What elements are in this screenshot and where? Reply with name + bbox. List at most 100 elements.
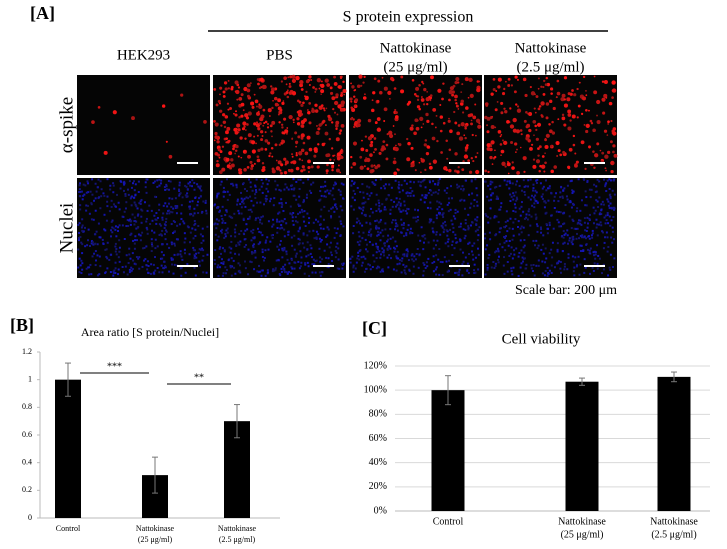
nucleus [489, 207, 492, 210]
nucleus [594, 191, 597, 194]
nucleus [129, 220, 132, 223]
nucleus [277, 212, 280, 215]
y-tick-label: 0.6 [22, 430, 32, 439]
cell-signal [335, 137, 340, 142]
cell-signal [551, 120, 554, 124]
nucleus [163, 223, 166, 226]
cell-signal [296, 110, 300, 114]
nucleus [495, 197, 498, 200]
nucleus [135, 227, 138, 230]
cell-signal [441, 97, 444, 101]
header: S protein expression [343, 9, 474, 26]
nucleus [354, 267, 357, 270]
nucleus [260, 179, 263, 182]
nucleus [540, 228, 543, 231]
nucleus [258, 241, 261, 244]
cell-signal [556, 79, 560, 83]
nucleus [281, 247, 284, 250]
cell-signal [285, 83, 288, 86]
nucleus [521, 271, 524, 274]
nucleus [166, 205, 169, 208]
nucleus [226, 198, 229, 201]
nucleus [390, 257, 393, 260]
nucleus [283, 228, 286, 231]
nucleus [524, 193, 527, 196]
cell-signal [330, 121, 334, 124]
cell-signal [327, 116, 333, 122]
nucleus [274, 268, 277, 271]
cell-signal [308, 75, 312, 79]
nucleus [541, 197, 544, 200]
nucleus [577, 255, 580, 258]
nucleus [285, 222, 288, 225]
nucleus [495, 185, 498, 188]
cell-signal [609, 140, 613, 144]
cell-signal [507, 77, 511, 81]
nucleus [579, 244, 582, 247]
cell-signal [294, 131, 298, 135]
nucleus [189, 181, 192, 184]
nucleus [327, 228, 330, 231]
nucleus [358, 258, 361, 261]
nucleus [493, 266, 496, 269]
nucleus [395, 222, 398, 225]
nucleus [462, 251, 465, 254]
nucleus [435, 273, 438, 276]
nucleus [509, 217, 512, 220]
nucleus [540, 231, 543, 234]
nucleus [404, 266, 407, 269]
nucleus [267, 248, 270, 251]
nucleus [291, 219, 294, 222]
cell-signal [382, 140, 386, 144]
nucleus [280, 206, 283, 209]
cell-signal [314, 109, 319, 113]
cell-signal [234, 127, 238, 131]
nucleus [374, 220, 377, 223]
nucleus [119, 180, 122, 183]
nucleus [356, 217, 359, 220]
nucleus [254, 219, 257, 222]
cell-signal [286, 89, 289, 92]
nucleus [89, 263, 92, 266]
nucleus [476, 239, 479, 242]
cell-signal [302, 141, 306, 145]
nucleus [557, 221, 560, 224]
nucleus [124, 193, 127, 196]
cell-signal [242, 121, 247, 126]
x-tick-label: (2.5 μg/ml) [219, 535, 256, 544]
nucleus [132, 182, 135, 185]
nucleus [215, 196, 218, 199]
cell-signal [449, 129, 453, 134]
x-tick-label: (25 μg/ml) [138, 535, 173, 544]
nucleus [254, 188, 257, 191]
cell-signal [601, 80, 605, 83]
cell-signal [550, 145, 553, 148]
nucleus [594, 257, 597, 260]
nucleus [571, 255, 574, 258]
nucleus [552, 227, 555, 230]
nucleus [213, 203, 216, 206]
cell-signal [325, 107, 328, 110]
nucleus [577, 178, 580, 181]
cell-signal [218, 102, 222, 105]
nucleus [446, 270, 449, 273]
cell-signal [219, 109, 223, 113]
nucleus [231, 265, 234, 268]
cell-signal [300, 112, 304, 116]
cell-signal [222, 113, 226, 117]
nucleus [601, 230, 604, 233]
nucleus [515, 247, 518, 250]
nucleus [446, 230, 449, 233]
cell-signal [364, 135, 368, 138]
nucleus [178, 223, 181, 226]
nucleus [391, 205, 394, 208]
nucleus [545, 223, 548, 226]
nucleus [116, 193, 119, 196]
cell-signal [325, 124, 327, 126]
nucleus [165, 188, 168, 191]
nucleus [145, 220, 148, 223]
cell-signal [340, 148, 343, 151]
nucleus [517, 255, 520, 258]
nucleus [294, 254, 297, 257]
cell-signal [528, 112, 533, 116]
